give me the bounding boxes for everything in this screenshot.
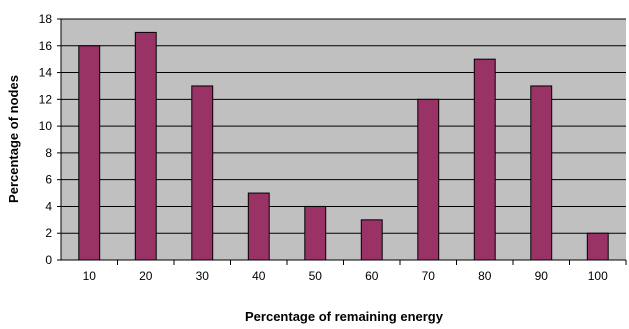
- y-tick-label: 18: [39, 12, 53, 26]
- x-tick-label: 100: [588, 269, 608, 283]
- bar-100: [586, 232, 609, 261]
- bars: [78, 31, 609, 261]
- x-tick-label: 60: [365, 269, 379, 283]
- bar-70: [417, 98, 440, 261]
- bar-50: [304, 205, 327, 261]
- y-tick-label: 12: [39, 92, 53, 106]
- y-tick-label: 10: [39, 119, 53, 133]
- y-tick-label: 0: [45, 253, 52, 267]
- bar-20: [134, 31, 157, 261]
- bar-80: [473, 58, 496, 261]
- y-tick-label: 8: [45, 146, 52, 160]
- x-tick-label: 90: [535, 269, 549, 283]
- x-axis-title: Percentage of remaining energy: [245, 309, 444, 324]
- y-tick-label: 4: [45, 199, 52, 213]
- x-tick-label: 70: [422, 269, 436, 283]
- x-axis-ticks: 10 20 30 40 50 60 70 80 90 100: [83, 260, 627, 283]
- x-tick-label: 80: [478, 269, 492, 283]
- x-tick-label: 40: [252, 269, 266, 283]
- y-tick-label: 14: [39, 66, 53, 80]
- bar-90: [530, 85, 553, 261]
- bar-60: [360, 219, 383, 261]
- bar-30: [191, 85, 214, 261]
- y-tick-label: 2: [45, 226, 52, 240]
- y-axis-title: Percentage of nodes: [6, 75, 21, 203]
- x-tick-label: 10: [83, 269, 97, 283]
- x-tick-label: 30: [196, 269, 210, 283]
- bar-10: [78, 45, 101, 261]
- y-tick-label: 6: [45, 173, 52, 187]
- x-tick-label: 20: [139, 269, 153, 283]
- x-tick-label: 50: [309, 269, 323, 283]
- bar-40: [247, 192, 270, 261]
- y-axis-ticks: 0 2 4 6 8 10 12 14 16 18: [39, 12, 61, 267]
- y-tick-label: 16: [39, 39, 53, 53]
